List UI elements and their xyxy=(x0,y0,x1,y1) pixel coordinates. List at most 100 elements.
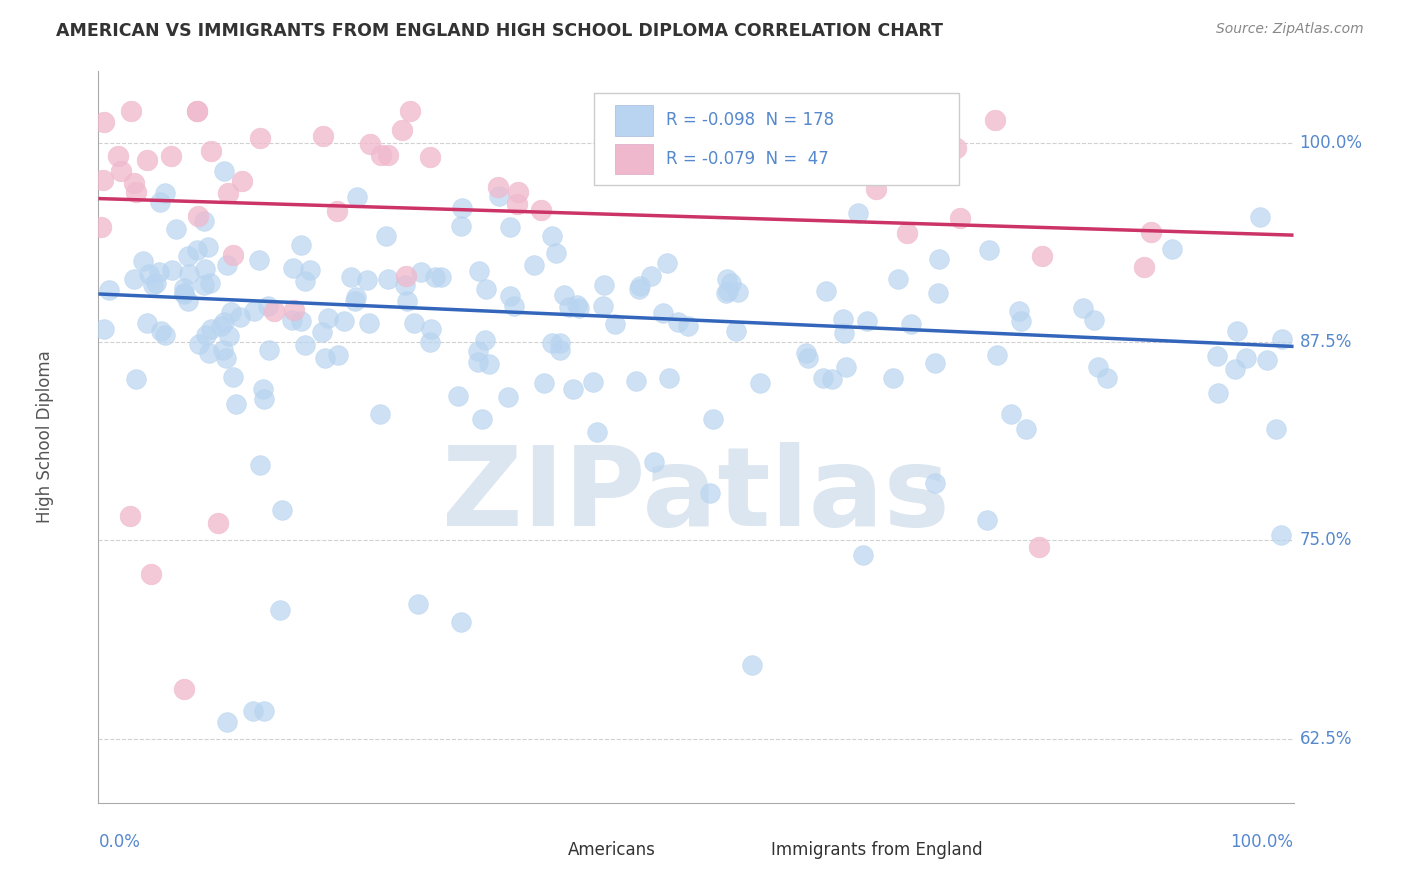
Point xyxy=(832,326,855,340)
Point xyxy=(107,149,129,163)
Point xyxy=(110,164,132,178)
Text: 100.0%: 100.0% xyxy=(1299,134,1362,152)
Point xyxy=(120,508,142,523)
Point xyxy=(209,318,232,333)
Point xyxy=(666,315,689,329)
Point xyxy=(727,285,749,299)
Point xyxy=(314,351,336,365)
Text: R = -0.098  N = 178: R = -0.098 N = 178 xyxy=(666,112,834,129)
Point xyxy=(394,278,416,293)
Point xyxy=(173,286,195,301)
Point xyxy=(627,282,650,296)
Point xyxy=(242,705,264,719)
Point xyxy=(486,179,509,194)
Text: 100.0%: 100.0% xyxy=(1230,833,1294,851)
Point xyxy=(506,185,529,199)
Point xyxy=(217,186,239,200)
Point xyxy=(90,219,112,234)
Point xyxy=(155,328,177,343)
Point xyxy=(200,322,222,336)
Point xyxy=(478,357,501,371)
Point xyxy=(419,335,441,350)
Point xyxy=(408,597,430,611)
Point xyxy=(1256,353,1278,368)
Point xyxy=(717,285,740,299)
Point xyxy=(411,264,433,278)
Point xyxy=(887,272,910,286)
Point xyxy=(177,249,200,263)
Point xyxy=(1015,421,1038,435)
Point xyxy=(835,360,858,375)
Point xyxy=(141,566,163,581)
Point xyxy=(657,256,679,270)
Point xyxy=(811,371,834,385)
Point xyxy=(419,150,441,164)
Point xyxy=(928,252,950,266)
Point xyxy=(1087,359,1109,374)
Point xyxy=(93,115,115,129)
Point xyxy=(135,316,157,330)
Point xyxy=(430,270,453,285)
Point xyxy=(1031,249,1053,263)
Point xyxy=(474,333,496,347)
Point xyxy=(326,348,349,362)
Point xyxy=(1132,260,1154,274)
Point xyxy=(794,346,817,360)
Point xyxy=(749,376,772,391)
Point xyxy=(924,356,946,370)
Point xyxy=(249,458,271,473)
Point xyxy=(986,348,1008,362)
Point xyxy=(945,141,967,155)
Point xyxy=(218,329,240,343)
Point xyxy=(568,301,591,315)
Point xyxy=(544,246,567,260)
Point xyxy=(725,324,748,338)
Point xyxy=(1160,242,1182,256)
Point xyxy=(253,704,276,718)
Point xyxy=(557,301,579,315)
Point xyxy=(186,104,208,119)
Point xyxy=(1000,407,1022,421)
Point xyxy=(247,252,270,267)
FancyBboxPatch shape xyxy=(725,838,759,863)
Point xyxy=(651,305,673,319)
Point xyxy=(1249,210,1271,224)
Point xyxy=(215,258,238,272)
Point xyxy=(138,267,160,281)
Point xyxy=(976,513,998,527)
Point xyxy=(177,267,200,281)
Point xyxy=(173,287,195,301)
Point xyxy=(215,715,238,730)
Point xyxy=(228,310,250,324)
Point xyxy=(271,503,294,517)
Point xyxy=(900,318,922,332)
Point xyxy=(125,372,148,386)
Point xyxy=(797,351,820,365)
Point xyxy=(340,269,363,284)
Point xyxy=(359,316,381,330)
Point xyxy=(467,355,489,369)
Point xyxy=(949,211,972,225)
Point xyxy=(149,194,172,209)
Point xyxy=(294,274,316,288)
Point xyxy=(375,229,398,244)
Point xyxy=(346,190,368,204)
Text: 75.0%: 75.0% xyxy=(1299,532,1353,549)
Point xyxy=(281,313,304,327)
Text: 62.5%: 62.5% xyxy=(1299,731,1353,748)
Point xyxy=(1083,313,1105,327)
Point xyxy=(283,303,305,318)
Point xyxy=(253,392,276,406)
Point xyxy=(124,176,146,190)
Point xyxy=(231,174,253,188)
Text: ZIPatlas: ZIPatlas xyxy=(441,442,950,549)
Point xyxy=(193,214,215,228)
Point xyxy=(186,244,208,258)
FancyBboxPatch shape xyxy=(523,838,557,863)
Text: Immigrants from England: Immigrants from England xyxy=(772,841,983,859)
Point xyxy=(311,325,333,339)
Point xyxy=(488,189,510,203)
Point xyxy=(1225,324,1247,338)
FancyBboxPatch shape xyxy=(614,144,652,175)
Point xyxy=(561,382,583,396)
